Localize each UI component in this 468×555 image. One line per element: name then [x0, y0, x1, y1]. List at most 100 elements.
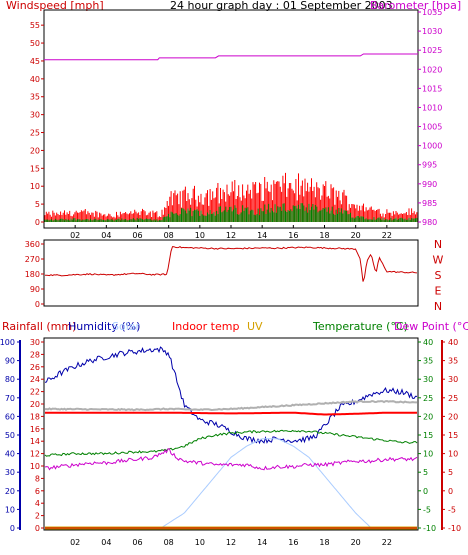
wind-y-tick-label: 15: [30, 164, 40, 173]
dewpoint-y-tick-label: 40: [448, 338, 458, 347]
barometer-y-tick-label: 990: [422, 180, 437, 189]
dewpoint-y-tick-label: 15: [448, 431, 458, 440]
rainfall-y-tick-label: 0: [35, 524, 40, 533]
humidity-y-tick-label: 60: [5, 412, 15, 421]
humidity-y-tick-label: 10: [5, 505, 15, 514]
barometer-axis-label: Barometer [hpa]: [370, 0, 461, 12]
grey-line: [45, 399, 417, 412]
wind-x-tick-label: 22: [382, 231, 392, 240]
rainfall-y-tick-label: 14: [30, 437, 40, 446]
rainfall-y-tick-label: 4: [35, 499, 40, 508]
wind-y-tick-label: 40: [30, 75, 40, 84]
indoor-temp-line: [45, 411, 417, 416]
humidity-y-tick-label: 80: [5, 375, 15, 384]
rainfall-y-tick-label: 30: [30, 338, 40, 347]
dewpoint-y-tick-label: -5: [448, 505, 456, 514]
chart-marks: 0510152025303540455055980985990995100010…: [0, 8, 461, 547]
humidity-y-tick-label: 40: [5, 450, 15, 459]
wind-x-tick-label: 02: [70, 231, 80, 240]
rainfall-y-tick-label: 22: [30, 388, 40, 397]
barometer-y-tick-label: 1030: [422, 27, 442, 36]
direction-panel-frame: [43, 239, 419, 307]
humidity-line: [44, 346, 418, 445]
temp-x-tick-label: 12: [226, 538, 236, 547]
dewpoint-y-tick-label: 35: [448, 357, 458, 366]
barometer-y-tick-label: 1010: [422, 103, 442, 112]
temp-x-tick-label: 06: [132, 538, 142, 547]
rainfall-y-tick-label: 16: [30, 425, 40, 434]
temperature-y-tick-label: 40: [423, 338, 433, 347]
humidity-axis-label: Humidity (%): [68, 320, 140, 333]
barometer-line: [44, 53, 418, 61]
wind-y-tick-label: 5: [35, 200, 40, 209]
direction-y-tick-label: 0: [35, 300, 40, 309]
barometer-y-tick-label: 980: [422, 218, 437, 227]
wind-y-tick-label: 10: [30, 182, 40, 191]
wind-y-tick-label: 30: [30, 111, 40, 120]
wind-y-tick-label: 35: [30, 93, 40, 102]
barometer-y-tick-label: 1005: [422, 123, 442, 132]
dewpoint-y-tick-label: 20: [448, 412, 458, 421]
temperature-y-tick-label: 10: [423, 450, 433, 459]
temp-x-tick-label: 18: [319, 538, 329, 547]
temp-x-tick-label: 02: [70, 538, 80, 547]
temp-x-tick-label: 20: [351, 538, 361, 547]
rainfall-axis-label: Rainfall (mm): [2, 320, 76, 333]
temp-x-tick-label: 10: [195, 538, 205, 547]
dewpoint-axis-label: Dew Point (°C): [394, 320, 468, 333]
temperature-y-tick-label: -5: [423, 505, 431, 514]
dewpoint-line: [44, 448, 418, 471]
barometer-y-tick-label: 985: [422, 199, 437, 208]
barometer-y-tick-label: 1015: [422, 84, 442, 93]
rainfall-y-tick-label: 8: [35, 474, 40, 483]
temperature-y-tick-label: 15: [423, 431, 433, 440]
wind-y-tick-label: 45: [30, 57, 40, 66]
rainfall-y-tick-label: 2: [35, 512, 40, 521]
wind-y-tick-label: 0: [35, 218, 40, 227]
direction-y-tick-label: 360: [25, 240, 40, 249]
indoor-temp-label: Indoor temp: [172, 320, 239, 333]
humidity-y-tick-label: 0: [10, 524, 15, 533]
humidity-y-tick-label: 90: [5, 357, 15, 366]
temperature-y-tick-label: 35: [423, 357, 433, 366]
temp-x-tick-label: 04: [101, 538, 111, 547]
compass-letter-label: E: [435, 285, 442, 298]
temp-x-tick-label: 08: [164, 538, 174, 547]
humidity-y-tick-label: 70: [5, 394, 15, 403]
solar-label: Solar: [112, 320, 141, 333]
wind-y-tick-label: 25: [30, 129, 40, 138]
wind-y-tick-label: 50: [30, 39, 40, 48]
dewpoint-y-tick-label: 25: [448, 394, 458, 403]
temperature-y-tick-label: 25: [423, 394, 433, 403]
temperature-y-tick-label: 5: [423, 468, 428, 477]
wind-x-tick-label: 06: [132, 231, 142, 240]
wind-x-tick-label: 12: [226, 231, 236, 240]
wind-x-tick-label: 10: [195, 231, 205, 240]
humidity-y-tick-label: 100: [0, 338, 15, 347]
wind-x-tick-label: 16: [288, 231, 298, 240]
wind-x-tick-label: 18: [319, 231, 329, 240]
dewpoint-y-tick-label: 10: [448, 450, 458, 459]
barometer-y-tick-label: 995: [422, 161, 437, 170]
temperature-axis-label: Temperature (°C): [312, 320, 408, 333]
wind-x-tick-label: 08: [164, 231, 174, 240]
rainfall-y-tick-label: 20: [30, 400, 40, 409]
wind-x-tick-label: 20: [351, 231, 361, 240]
rainfall-y-tick-label: 26: [30, 363, 40, 372]
rainfall-y-tick-label: 12: [30, 450, 40, 459]
temp-x-tick-label: 14: [257, 538, 267, 547]
temperature-y-tick-label: 0: [423, 487, 428, 496]
temp-x-tick-label: 16: [288, 538, 298, 547]
uv-label: UV: [247, 320, 263, 333]
rainfall-y-tick-label: 18: [30, 412, 40, 421]
solar-line: [45, 438, 417, 529]
compass-letter-label: N: [434, 238, 442, 251]
humidity-y-tick-label: 30: [5, 468, 15, 477]
compass-letter-label: S: [435, 269, 442, 282]
wind-y-tick-label: 20: [30, 146, 40, 155]
rainfall-y-tick-label: 6: [35, 487, 40, 496]
direction-y-tick-label: 180: [25, 270, 40, 279]
temperature-y-tick-label: -10: [423, 524, 436, 533]
